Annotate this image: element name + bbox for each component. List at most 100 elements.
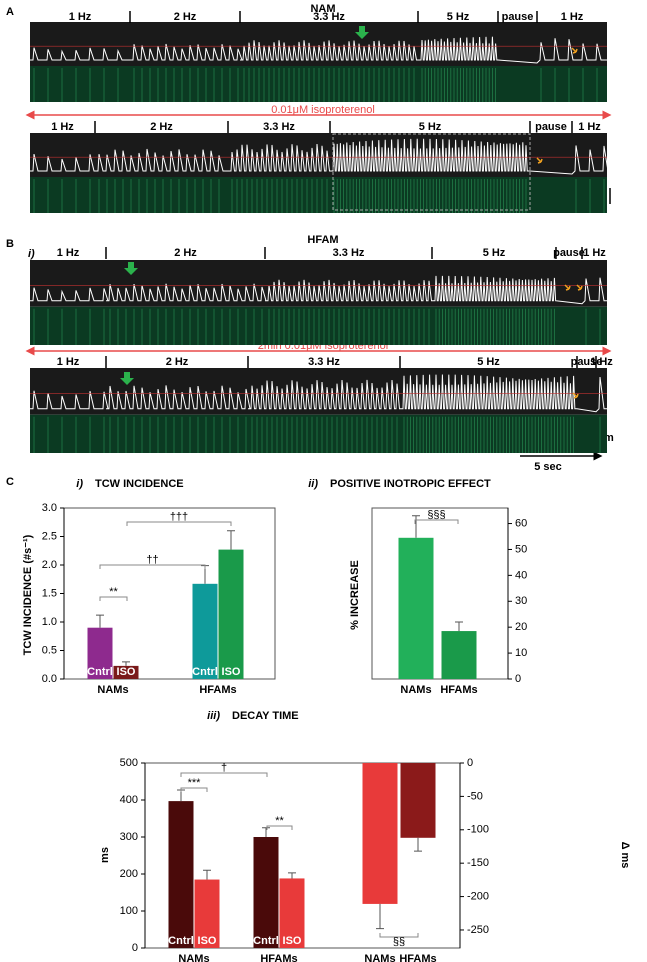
y-tick-label: -150 — [467, 857, 489, 869]
significance-bracket — [99, 564, 206, 569]
significance-label: §§ — [393, 936, 405, 948]
error-bar — [227, 530, 235, 550]
bar — [441, 631, 477, 679]
x-tick-label: HFAMs — [399, 953, 436, 962]
bar — [279, 878, 305, 948]
trace — [30, 36, 607, 64]
y-tick-label: -50 — [467, 790, 483, 802]
segment-label: pause — [535, 121, 567, 133]
sub-label: i) — [28, 248, 35, 260]
y-tick-label: -100 — [467, 824, 489, 836]
segment-label: 1 Hz — [51, 121, 74, 133]
time-label: 5 sec — [534, 461, 562, 473]
significance-label: *** — [188, 777, 202, 789]
y-tick-label: 0 — [132, 942, 138, 954]
trace — [30, 275, 607, 305]
x-tick-label: NAMs — [178, 953, 209, 962]
y-tick-label: 500 — [120, 757, 138, 769]
bar — [362, 763, 398, 904]
error-bar — [122, 661, 130, 666]
bar — [87, 627, 113, 679]
indicator-arrow — [355, 26, 369, 39]
x-tick-label: NAMs — [97, 684, 128, 696]
chart-panel: iii) — [207, 710, 220, 722]
y-tick-label: 10 — [515, 647, 527, 659]
segment-label: 3.3 Hz — [313, 11, 345, 23]
plot-frame — [371, 507, 509, 680]
segment-label: 2 Hz — [150, 121, 173, 133]
chart-title: DECAY TIME — [232, 710, 299, 722]
segment-label: 5 Hz — [419, 121, 442, 133]
x-tick-label: HFAMs — [440, 684, 477, 696]
panel-label: B — [6, 238, 14, 250]
scan-image — [30, 66, 607, 102]
bar — [400, 763, 436, 838]
indicator-arrow — [571, 47, 578, 54]
y-axis-label: % INCREASE — [349, 560, 361, 630]
chart-panel: i) — [76, 478, 83, 490]
highlight-box — [332, 133, 531, 211]
bar-label: Cntrl — [192, 666, 218, 678]
segment-label: 1 Hz — [590, 356, 613, 368]
trace — [30, 374, 607, 413]
segment-label: 1 Hz — [57, 356, 80, 368]
y-tick-label: 3.0 — [42, 502, 57, 514]
error-bar — [96, 614, 104, 628]
panel-title: NAM — [310, 3, 335, 15]
y-tick-label: 100 — [120, 905, 138, 917]
error-bar — [288, 872, 296, 879]
segment-label: pause — [502, 11, 534, 23]
y-axis-label: Δ ms — [619, 842, 631, 869]
significance-bracket — [180, 772, 268, 777]
segment-label: 5 Hz — [483, 247, 506, 259]
iso-label: 0.01μM isoproterenol — [271, 104, 375, 116]
y-tick-label: -200 — [467, 890, 489, 902]
segment-label: 1 Hz — [561, 11, 584, 23]
bar-label: ISO — [198, 935, 217, 947]
indicator-arrow — [124, 262, 138, 275]
significance-bracket — [99, 596, 128, 601]
panel-label: A — [6, 6, 14, 18]
segment-label: 5 Hz — [477, 356, 500, 368]
bar — [398, 537, 434, 679]
segment-label: 5 Hz — [447, 11, 470, 23]
significance-label: † — [221, 762, 227, 774]
bar — [253, 837, 279, 948]
segment-label: pause — [553, 247, 585, 259]
y-tick-label: 2.5 — [42, 530, 57, 542]
bar-label: Cntrl — [168, 935, 194, 947]
significance-bracket — [180, 787, 208, 792]
indicator-arrow — [572, 392, 579, 399]
bar — [192, 583, 218, 679]
indicator-arrow — [120, 372, 134, 385]
bar-label: Cntrl — [87, 666, 113, 678]
y-tick-label: 30 — [515, 595, 527, 607]
significance-bracket — [126, 521, 232, 526]
y-tick-label: 0 — [515, 673, 521, 685]
x-tick-label: NAMs — [364, 953, 395, 962]
y-tick-label: 400 — [120, 794, 138, 806]
significance-label: ††† — [170, 511, 188, 523]
segment-label: 1 Hz — [578, 121, 601, 133]
x-tick-label: HFAMs — [260, 953, 297, 962]
bar-label: ISO — [117, 666, 136, 678]
segment-label: pause — [571, 356, 603, 368]
y-tick-label: 50 — [515, 543, 527, 555]
panel-title: HFAM — [307, 234, 338, 246]
trace — [30, 138, 609, 175]
chart-panel: ii) — [308, 478, 318, 490]
y-tick-label: 0.5 — [42, 644, 57, 656]
y-tick-label: 40 — [515, 569, 527, 581]
y-tick-label: 1.5 — [42, 587, 57, 599]
indicator-arrow — [564, 284, 571, 291]
y-axis-label: ms — [99, 847, 111, 863]
segment-label: 1 Hz — [69, 11, 92, 23]
significance-label: ** — [275, 815, 284, 827]
y-tick-label: 0.0 — [42, 673, 57, 685]
segment-label: 1 Hz — [57, 247, 80, 259]
bar-label: ISO — [222, 666, 241, 678]
bar-label: Cntrl — [253, 935, 279, 947]
scan-image — [30, 177, 607, 213]
y-axis-label: TCW INCIDENCE (#s⁻¹) — [22, 534, 34, 655]
